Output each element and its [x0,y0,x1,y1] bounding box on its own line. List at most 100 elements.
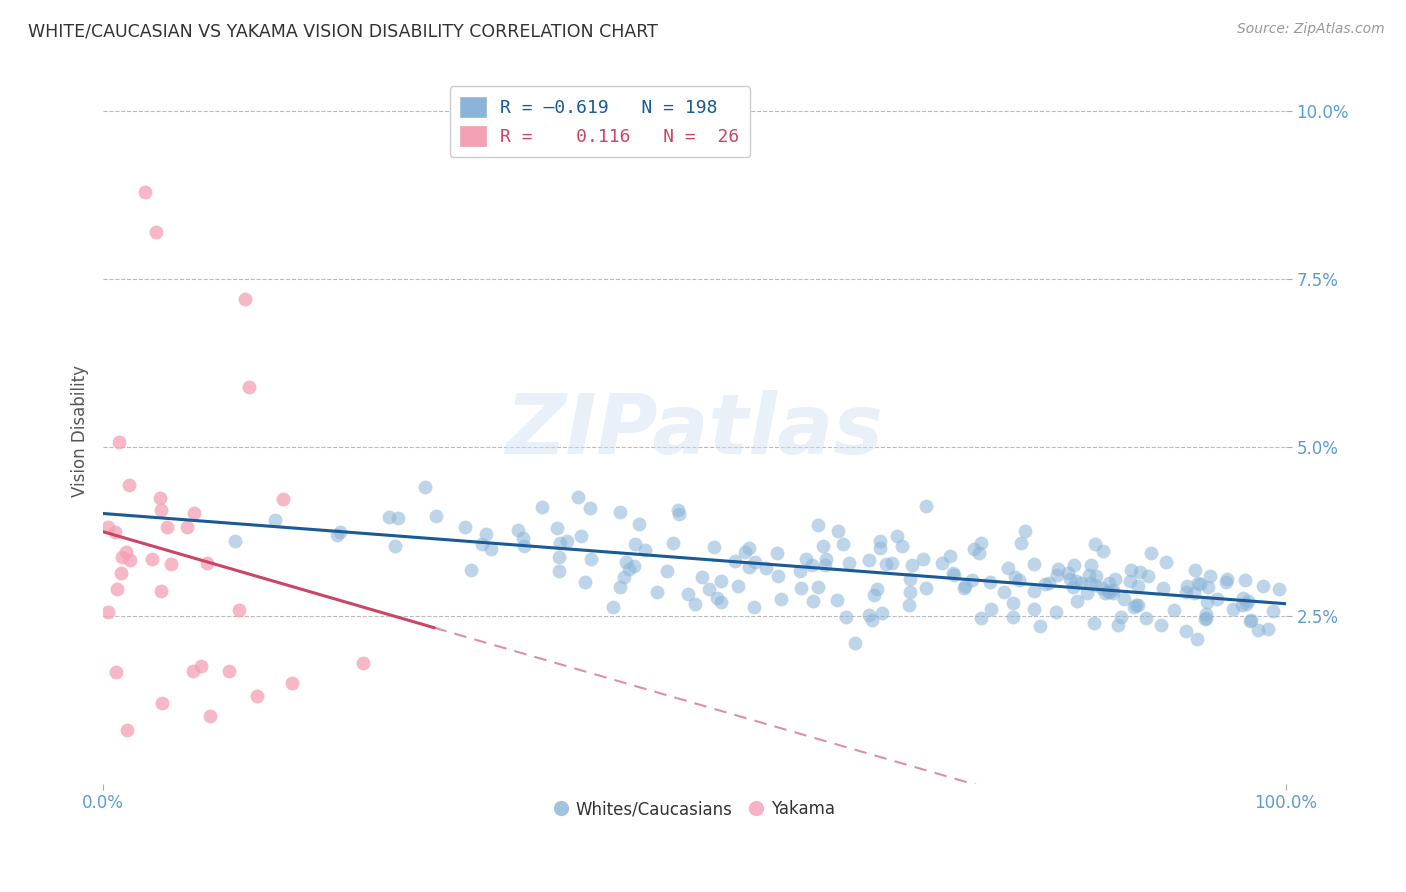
Point [111,550,134,565]
Point [547,550,569,565]
Point [1150,618,1173,632]
Point [1174,584,1197,599]
Point [1107,618,1129,632]
Point [329,525,352,540]
Point [831,536,853,550]
Point [1195,607,1218,622]
Point [931,557,953,571]
Point [769,592,792,607]
Point [655,565,678,579]
Point [530,500,553,514]
Point [754,561,776,575]
Point [801,558,824,572]
Point [1187,575,1209,590]
Point [1062,580,1084,594]
Point [105,582,128,596]
Point [1091,581,1114,595]
Point [176,520,198,534]
Point [1152,581,1174,595]
Point [801,593,824,607]
Point [979,574,1001,589]
Point [744,555,766,569]
Point [107,434,129,449]
Point [858,608,880,623]
Point [1038,575,1060,590]
Point [634,542,657,557]
Point [1187,632,1209,647]
Point [1102,585,1125,599]
Point [145,225,167,239]
Point [683,597,706,611]
Point [1119,574,1142,588]
Point [967,546,990,560]
Point [228,603,250,617]
Point [1098,585,1121,599]
Point [1230,598,1253,612]
Point [1222,602,1244,616]
Point [1234,597,1257,611]
Text: ZIPatlas: ZIPatlas [506,390,883,471]
Point [1206,592,1229,607]
Point [863,588,886,602]
Point [914,499,936,513]
Point [1123,600,1146,615]
Point [1263,604,1285,618]
Point [1247,624,1270,638]
Point [1239,614,1261,628]
Point [183,507,205,521]
Point [993,585,1015,599]
Point [766,546,789,560]
Point [710,595,733,609]
Point [866,582,889,596]
Point [475,527,498,541]
Point [246,690,269,704]
Point [238,380,260,394]
Point [1119,563,1142,577]
Point [1182,586,1205,600]
Point [609,580,631,594]
Point [156,520,179,534]
Point [690,570,713,584]
Point [1197,580,1219,594]
Point [953,581,976,595]
Point [1076,586,1098,600]
Point [662,535,685,549]
Point [706,591,728,606]
Point [1177,579,1199,593]
Point [1002,596,1025,610]
Point [233,293,256,307]
Point [734,545,756,559]
Point [710,574,733,589]
Point [790,581,813,595]
Point [555,533,578,548]
Point [602,600,624,615]
Point [1046,568,1069,582]
Point [901,558,924,573]
Point [190,658,212,673]
Point [425,509,447,524]
Point [860,613,883,627]
Point [619,562,641,576]
Point [1084,537,1107,551]
Point [548,564,571,578]
Point [628,517,651,532]
Point [869,541,891,555]
Point [548,536,571,550]
Point [578,501,600,516]
Point [159,557,181,571]
Point [970,611,993,625]
Point [980,602,1002,616]
Point [1197,595,1219,609]
Point [697,582,720,597]
Point [1045,605,1067,619]
Point [1216,572,1239,586]
Point [471,537,494,551]
Point [1184,563,1206,577]
Point [198,709,221,723]
Point [1129,565,1152,579]
Point [1002,609,1025,624]
Point [1237,594,1260,608]
Point [939,549,962,563]
Point [915,582,938,596]
Point [384,539,406,553]
